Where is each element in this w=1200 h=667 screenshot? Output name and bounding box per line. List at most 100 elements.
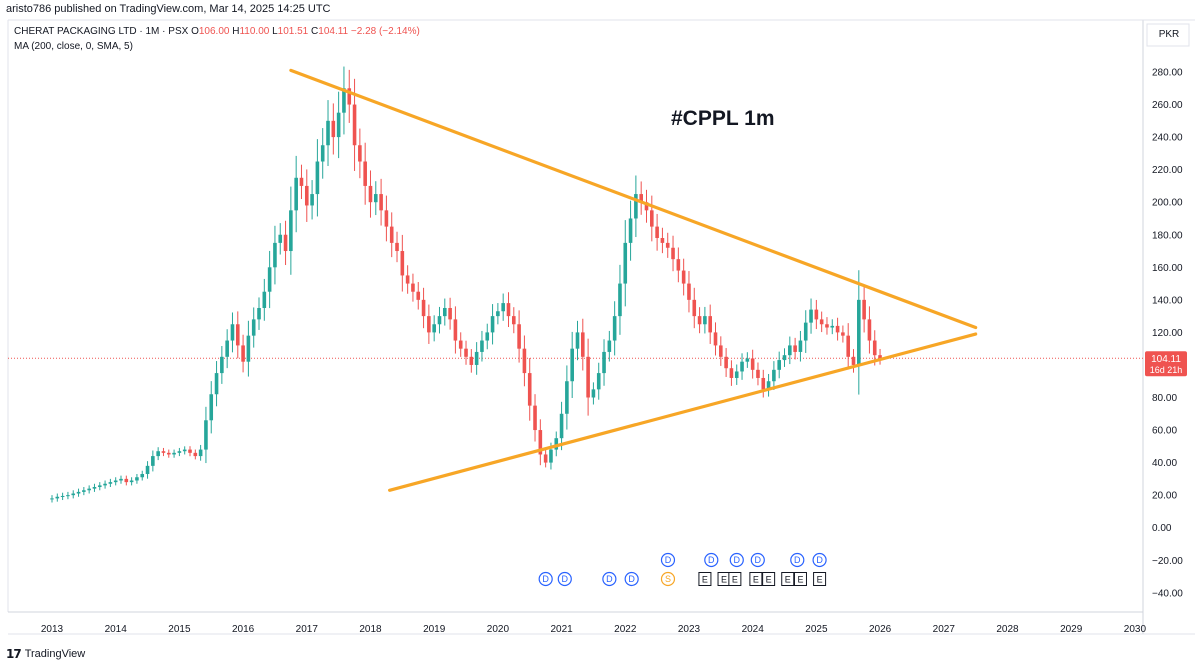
- candle-body[interactable]: [559, 413, 564, 439]
- earnings-marker[interactable]: [793, 572, 807, 586]
- candle-body[interactable]: [427, 316, 431, 333]
- candle-body[interactable]: [719, 345, 723, 357]
- candle-body[interactable]: [798, 340, 803, 352]
- candle-body[interactable]: [724, 356, 728, 369]
- dividend-marker[interactable]: [660, 552, 676, 568]
- candle-body[interactable]: [517, 324, 521, 349]
- candle-body[interactable]: [570, 348, 574, 382]
- candle-body[interactable]: [395, 242, 399, 252]
- candle-body[interactable]: [533, 405, 537, 431]
- candle-body[interactable]: [538, 430, 543, 455]
- candle-body[interactable]: [692, 299, 697, 317]
- candle-body[interactable]: [177, 451, 182, 453]
- candle-body[interactable]: [602, 351, 606, 374]
- candle-body[interactable]: [262, 291, 267, 308]
- candle-body[interactable]: [782, 355, 787, 361]
- candle-body[interactable]: [389, 226, 394, 243]
- candle-body[interactable]: [522, 348, 527, 374]
- candle-body[interactable]: [151, 456, 155, 466]
- candle-body[interactable]: [490, 316, 495, 333]
- candle-body[interactable]: [182, 449, 187, 452]
- candle-body[interactable]: [230, 324, 235, 341]
- candle-body[interactable]: [464, 348, 468, 357]
- candle-body[interactable]: [772, 369, 776, 382]
- candle-body[interactable]: [204, 420, 208, 450]
- candle-body[interactable]: [448, 307, 452, 320]
- candle-body[interactable]: [55, 496, 60, 499]
- candle-body[interactable]: [644, 202, 649, 211]
- currency-box[interactable]: [1146, 23, 1190, 47]
- candle-body[interactable]: [384, 210, 389, 227]
- candle-body[interactable]: [809, 309, 813, 323]
- candle-body[interactable]: [458, 340, 463, 349]
- candle-body[interactable]: [368, 185, 373, 203]
- candle-body[interactable]: [623, 242, 628, 284]
- candle-body[interactable]: [607, 340, 612, 352]
- candle-body[interactable]: [172, 452, 176, 455]
- earnings-marker[interactable]: [813, 572, 827, 586]
- candle-body[interactable]: [373, 194, 378, 203]
- dividend-marker[interactable]: [602, 571, 617, 587]
- candle-body[interactable]: [851, 356, 856, 365]
- candle-body[interactable]: [119, 478, 123, 481]
- candle-body[interactable]: [639, 194, 643, 203]
- candle-body[interactable]: [113, 480, 118, 483]
- candle-body[interactable]: [326, 120, 330, 146]
- candle-body[interactable]: [511, 316, 516, 325]
- candle-body[interactable]: [596, 373, 601, 390]
- candle-body[interactable]: [501, 303, 505, 312]
- candle-body[interactable]: [432, 324, 436, 333]
- candle-body[interactable]: [655, 226, 659, 239]
- candle-body[interactable]: [549, 449, 553, 463]
- candle-body[interactable]: [740, 361, 744, 372]
- candle-body[interactable]: [485, 332, 490, 341]
- candle-body[interactable]: [225, 340, 229, 357]
- candle-body[interactable]: [830, 325, 835, 328]
- candle-body[interactable]: [342, 88, 346, 113]
- candle-body[interactable]: [665, 242, 670, 248]
- candle-body[interactable]: [453, 319, 458, 341]
- earnings-marker[interactable]: [728, 572, 742, 586]
- candle-body[interactable]: [586, 356, 590, 398]
- candle-body[interactable]: [145, 465, 150, 474]
- candle-body[interactable]: [60, 495, 65, 497]
- candle-body[interactable]: [543, 454, 548, 463]
- earnings-marker[interactable]: [749, 572, 763, 586]
- candle-body[interactable]: [161, 451, 166, 453]
- candle-body[interactable]: [246, 335, 251, 362]
- dividend-marker[interactable]: [538, 571, 553, 587]
- candle-body[interactable]: [411, 283, 415, 292]
- candle-body[interactable]: [878, 355, 882, 359]
- candle-body[interactable]: [671, 247, 675, 260]
- candle-body[interactable]: [129, 480, 134, 483]
- candle-body[interactable]: [575, 332, 580, 349]
- candle-body[interactable]: [835, 325, 840, 333]
- candle-body[interactable]: [506, 303, 511, 317]
- trendline-upper[interactable]: [289, 68, 978, 330]
- earnings-marker[interactable]: [762, 572, 776, 586]
- candle-body[interactable]: [697, 316, 702, 325]
- candle-body[interactable]: [777, 360, 781, 370]
- candle-body[interactable]: [347, 88, 352, 105]
- candle-body[interactable]: [703, 316, 707, 325]
- candle-body[interactable]: [554, 438, 559, 450]
- candle-body[interactable]: [135, 477, 139, 481]
- candle-body[interactable]: [591, 389, 596, 398]
- candle-body[interactable]: [857, 299, 861, 365]
- candle-body[interactable]: [729, 368, 734, 378]
- candle-body[interactable]: [676, 259, 681, 271]
- dividend-marker[interactable]: [624, 571, 639, 587]
- candle-body[interactable]: [310, 194, 314, 206]
- candle-body[interactable]: [315, 161, 320, 195]
- candle-body[interactable]: [421, 299, 426, 317]
- candle-body[interactable]: [251, 319, 256, 336]
- candle-body[interactable]: [82, 490, 86, 492]
- candle-body[interactable]: [209, 394, 214, 421]
- candle-body[interactable]: [862, 299, 866, 320]
- candle-body[interactable]: [581, 332, 585, 357]
- candle-body[interactable]: [156, 451, 160, 457]
- candle-body[interactable]: [283, 234, 288, 252]
- candle-body[interactable]: [618, 283, 622, 317]
- candle-body[interactable]: [660, 238, 665, 243]
- candle-body[interactable]: [76, 491, 81, 494]
